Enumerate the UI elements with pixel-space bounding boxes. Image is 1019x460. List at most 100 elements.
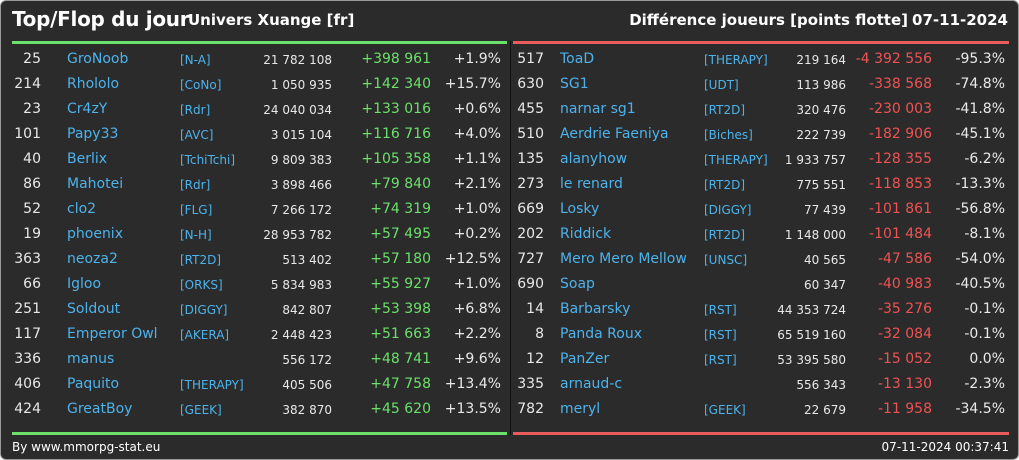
player-name-link[interactable]: Papy33 xyxy=(67,126,119,142)
table-row: 25 GroNoob [N-A] 21 782 108 +398 961 +1.9% xyxy=(12,47,507,72)
player-rank: 8 xyxy=(535,326,544,342)
player-rank: 406 xyxy=(14,376,41,392)
alliance-tag[interactable]: [RST] xyxy=(704,328,737,342)
alliance-tag[interactable]: [N-A] xyxy=(180,53,211,67)
player-name-link[interactable]: Riddick xyxy=(560,226,612,242)
points-difference: -15 052 xyxy=(877,351,932,367)
player-rank: 101 xyxy=(14,126,41,142)
points-difference: +398 961 xyxy=(361,51,431,67)
player-name-link[interactable]: narnar sg1 xyxy=(560,101,636,117)
points-difference: +142 340 xyxy=(361,76,431,92)
player-points: 219 164 xyxy=(796,53,846,67)
player-name-link[interactable]: Emperor Owl xyxy=(67,326,158,342)
player-name-link[interactable]: alanyhow xyxy=(560,151,628,167)
alliance-tag[interactable]: [Rdr] xyxy=(180,178,211,192)
alliance-tag[interactable]: [RST] xyxy=(704,303,737,317)
player-rank: 251 xyxy=(14,301,41,317)
alliance-tag[interactable]: [RT2D] xyxy=(704,178,746,192)
percent-change: +6.8% xyxy=(453,301,501,317)
alliance-tag[interactable]: [DIGGY] xyxy=(180,303,228,317)
player-rank: 455 xyxy=(517,101,544,117)
column-separator xyxy=(510,41,511,435)
player-name-link[interactable]: Cr4zY xyxy=(67,101,108,117)
alliance-tag[interactable]: [AKERA] xyxy=(180,328,230,342)
percent-change: +9.6% xyxy=(453,351,501,367)
player-points: 842 807 xyxy=(282,303,332,317)
player-name-link[interactable]: neoza2 xyxy=(67,251,118,267)
player-name-link[interactable]: Rhololo xyxy=(67,76,120,92)
table-row: 782 meryl [GEEK] 22 679 -11 958 -34.5% xyxy=(513,397,1009,422)
player-name-link[interactable]: Barbarsky xyxy=(560,301,631,317)
alliance-tag[interactable]: [N-H] xyxy=(180,228,212,242)
percent-change: +2.1% xyxy=(453,176,501,192)
alliance-tag[interactable]: [RT2D] xyxy=(704,103,746,117)
alliance-tag[interactable]: [THERAPY] xyxy=(704,153,768,167)
alliance-tag[interactable]: [THERAPY] xyxy=(180,378,244,392)
table-row: 455 narnar sg1 [RT2D] 320 476 -230 003 -41.8% xyxy=(513,97,1009,122)
alliance-tag[interactable]: [GEEK] xyxy=(704,403,746,417)
player-points: 775 551 xyxy=(796,178,846,192)
player-name-link[interactable]: phoenix xyxy=(67,226,123,242)
alliance-tag[interactable]: [DIGGY] xyxy=(704,203,752,217)
player-name-link[interactable]: Soap xyxy=(560,276,595,292)
player-name-link[interactable]: Aerdrie Faeniya xyxy=(560,126,669,142)
player-points: 7 266 172 xyxy=(270,203,332,217)
alliance-tag[interactable]: [Biches] xyxy=(704,128,753,142)
table-row: 517 ToaD [THERAPY] 219 164 -4 392 556 -95.3% xyxy=(513,47,1009,72)
player-name-link[interactable]: Mero Mero Mellow xyxy=(560,251,687,267)
player-points: 44 353 724 xyxy=(777,303,846,317)
player-points: 5 834 983 xyxy=(270,278,332,292)
player-name-link[interactable]: Berlix xyxy=(67,151,108,167)
points-difference: +57 495 xyxy=(370,226,431,242)
player-name-link[interactable]: Mahotei xyxy=(67,176,124,192)
alliance-tag[interactable]: [CoNo] xyxy=(180,78,222,92)
player-name-link[interactable]: meryl xyxy=(560,401,601,417)
table-row: 202 Riddick [RT2D] 1 148 000 -101 484 -8.1% xyxy=(513,222,1009,247)
player-rank: 335 xyxy=(517,376,544,392)
alliance-tag[interactable]: [GEEK] xyxy=(180,403,222,417)
alliance-tag[interactable]: [UDT] xyxy=(704,78,739,92)
player-points: 556 343 xyxy=(796,378,846,392)
player-points: 9 809 383 xyxy=(270,153,332,167)
player-name-link[interactable]: SG1 xyxy=(560,76,589,92)
player-points: 1 148 000 xyxy=(784,228,846,242)
player-rank: 25 xyxy=(23,51,41,67)
alliance-tag[interactable]: [TchiTchi] xyxy=(180,153,236,167)
player-name-link[interactable]: clo2 xyxy=(67,201,97,217)
player-name-link[interactable]: le renard xyxy=(560,176,623,192)
alliance-tag[interactable]: [ORKS] xyxy=(180,278,223,292)
alliance-tag[interactable]: [RST] xyxy=(704,353,737,367)
player-name-link[interactable]: Soldout xyxy=(67,301,121,317)
player-name-link[interactable]: GreatBoy xyxy=(67,401,133,417)
percent-change: -95.3% xyxy=(955,51,1005,67)
points-difference: +57 180 xyxy=(370,251,431,267)
player-points: 1 933 757 xyxy=(784,153,846,167)
alliance-tag[interactable]: [FLG] xyxy=(180,203,213,217)
percent-change: +1.0% xyxy=(453,201,501,217)
player-name-link[interactable]: Losky xyxy=(560,201,600,217)
player-rank: 12 xyxy=(526,351,544,367)
points-difference: -35 276 xyxy=(877,301,932,317)
player-name-link[interactable]: manus xyxy=(67,351,115,367)
player-name-link[interactable]: ToaD xyxy=(560,51,595,67)
player-name-link[interactable]: GroNoob xyxy=(67,51,129,67)
alliance-tag[interactable]: [AVC] xyxy=(180,128,214,142)
table-row: 335 arnaud-c 556 343 -13 130 -2.3% xyxy=(513,372,1009,397)
alliance-tag[interactable]: [UNSC] xyxy=(704,253,748,267)
alliance-tag[interactable]: [THERAPY] xyxy=(704,53,768,67)
player-name-link[interactable]: Igloo xyxy=(67,276,102,292)
player-points: 77 439 xyxy=(804,203,846,217)
player-name-link[interactable]: Panda Roux xyxy=(560,326,643,342)
alliance-tag[interactable]: [RT2D] xyxy=(180,253,222,267)
table-row: 727 Mero Mero Mellow [UNSC] 40 565 -47 586 -5… xyxy=(513,247,1009,272)
points-difference: +79 840 xyxy=(370,176,431,192)
player-rank: 52 xyxy=(23,201,41,217)
player-name-link[interactable]: PanZer xyxy=(560,351,610,367)
alliance-tag[interactable]: [Rdr] xyxy=(180,103,211,117)
alliance-tag[interactable]: [RT2D] xyxy=(704,228,746,242)
points-difference: -32 084 xyxy=(877,326,932,342)
player-name-link[interactable]: arnaud-c xyxy=(560,376,623,392)
percent-change: +2.2% xyxy=(453,326,501,342)
player-name-link[interactable]: Paquito xyxy=(67,376,120,392)
